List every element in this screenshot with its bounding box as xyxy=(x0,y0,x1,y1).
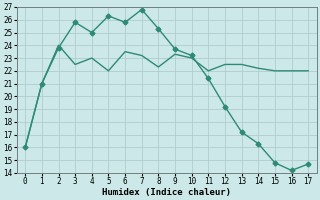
X-axis label: Humidex (Indice chaleur): Humidex (Indice chaleur) xyxy=(102,188,231,197)
